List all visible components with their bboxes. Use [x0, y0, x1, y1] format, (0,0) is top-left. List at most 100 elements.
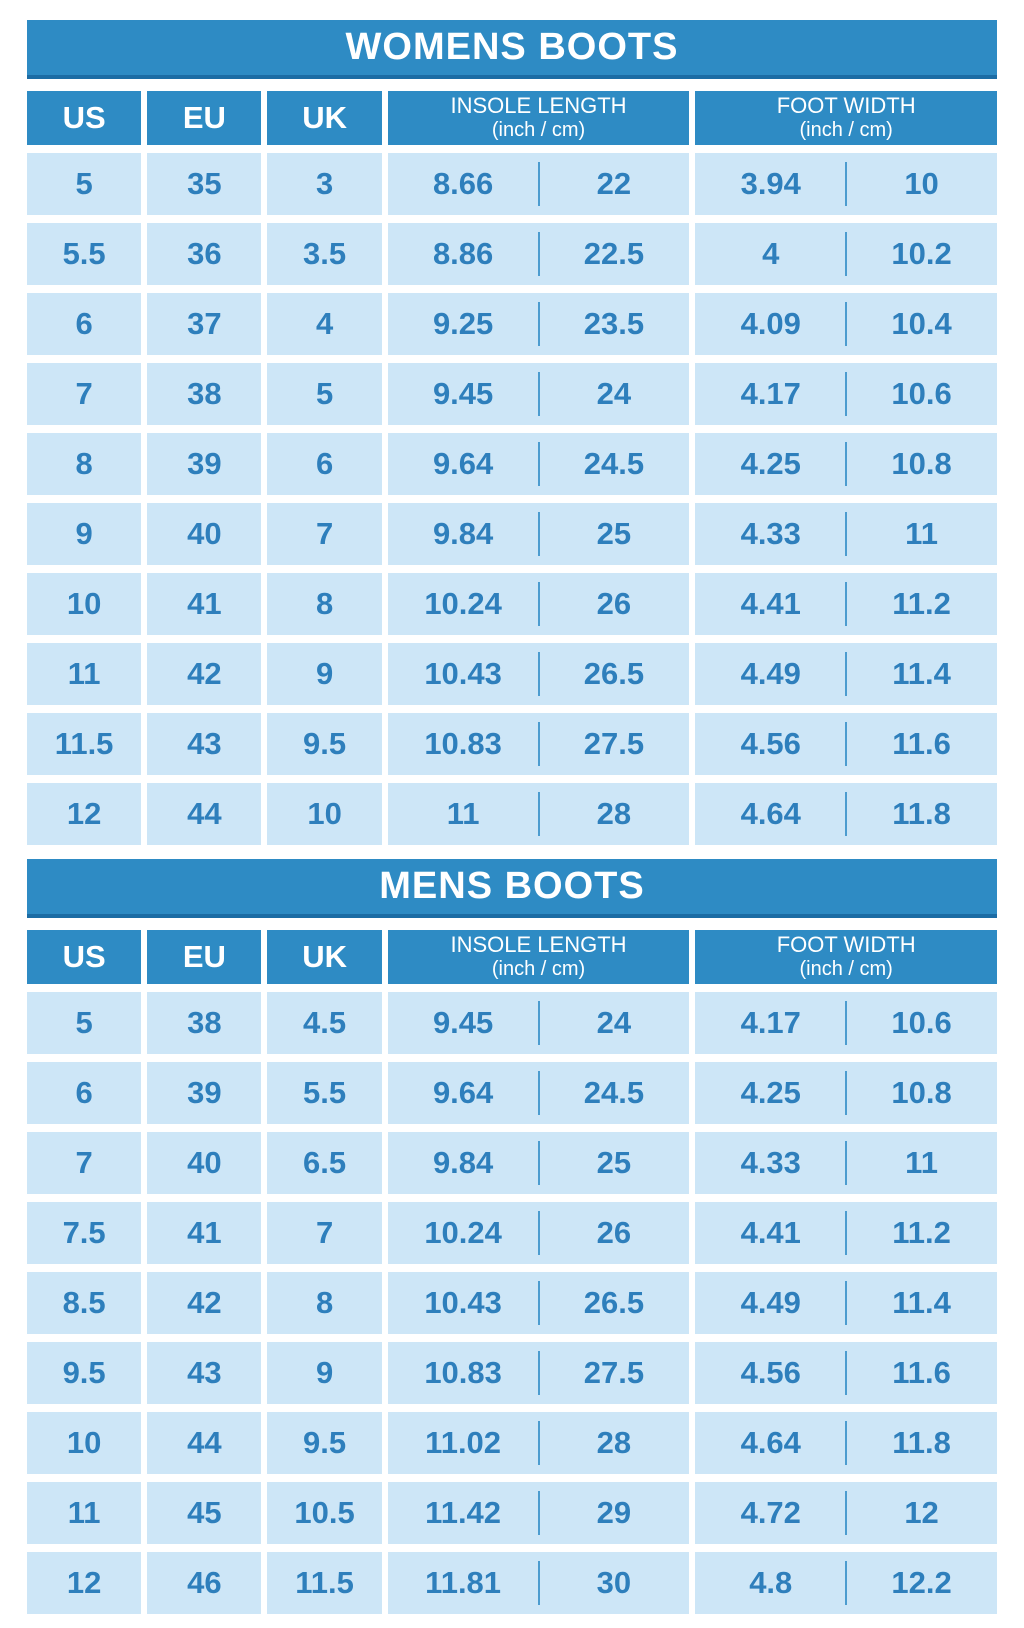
insole-inch-value: 9.64: [432, 1075, 494, 1110]
inch-cm-divider: [845, 1280, 848, 1326]
insole-length-cell: 9.45 24: [387, 992, 690, 1054]
insole-cm-value: 22: [596, 166, 632, 201]
insole-cm-value: 26: [596, 1215, 632, 1250]
table-row: 7 38 5 9.45 24 4.17 10.6: [27, 363, 997, 425]
foot-inch-value: 4.41: [740, 586, 801, 621]
inch-cm-divider: [537, 1140, 540, 1186]
insole-cm-value: 27.5: [583, 726, 645, 761]
table-row: 10 41 8 10.24 26 4.41 11.2: [27, 573, 997, 635]
insole-inch-value: 10.83: [424, 1355, 502, 1390]
insole-inch-value: 9.45: [432, 1005, 494, 1040]
foot-width-cell: 4.25 10.8: [695, 1062, 997, 1124]
insole-cm-value: 28: [596, 1425, 632, 1460]
foot-cm-value: 11.8: [892, 1425, 951, 1460]
foot-cm-value: 12.2: [891, 1565, 952, 1600]
us-size-cell: 11: [27, 643, 142, 705]
us-size-cell: 5: [27, 153, 142, 215]
uk-size-cell: 7: [267, 1202, 382, 1264]
insole-length-cell: 9.25 23.5: [387, 293, 690, 355]
foot-inch-value: 4.49: [740, 656, 801, 691]
foot-width-cell: 3.94 10: [695, 153, 997, 215]
uk-size-cell: 9: [267, 643, 382, 705]
mens-boots-table: MENS BOOTS US EU UK INSOLE LENGTH (inch …: [27, 859, 997, 1614]
table-row: 9 40 7 9.84 25 4.33 11: [27, 503, 997, 565]
insole-length-cell: 10.24 26: [387, 1202, 690, 1264]
table-row: 7.5 41 7 10.24 26 4.41 11.2: [27, 1202, 997, 1264]
foot-inch-value: 4.09: [740, 306, 801, 341]
eu-size-cell: 46: [147, 1552, 262, 1614]
inch-cm-divider: [845, 161, 848, 207]
insole-cm-value: 29: [596, 1495, 632, 1530]
foot-inch-value: 4.17: [740, 1005, 801, 1040]
foot-cm-value: 11.6: [892, 1355, 951, 1390]
insole-cm-value: 24.5: [583, 446, 645, 481]
foot-width-cell: 4.64 11.8: [695, 783, 997, 845]
uk-size-cell: 8: [267, 573, 382, 635]
foot-inch-value: 4.56: [740, 726, 801, 761]
uk-size-cell: 5: [267, 363, 382, 425]
insole-inch-value: 10.24: [424, 1215, 502, 1250]
foot-width-cell: 4 10.2: [695, 223, 997, 285]
foot-cm-value: 10: [904, 166, 939, 201]
foot-width-cell: 4.33 11: [695, 503, 997, 565]
inch-cm-divider: [537, 651, 540, 697]
foot-inch-value: 4.64: [740, 1425, 801, 1460]
foot-width-cell: 4.49 11.4: [695, 643, 997, 705]
foot-inch-value: 4: [762, 236, 780, 271]
foot-inch-value: 4.72: [740, 1495, 801, 1530]
insole-length-cell: 11 28: [387, 783, 690, 845]
eu-size-cell: 42: [147, 1272, 262, 1334]
foot-width-cell: 4.25 10.8: [695, 433, 997, 495]
insole-length-cell: 8.66 22: [387, 153, 690, 215]
insole-inch-value: 11.42: [425, 1495, 502, 1530]
inch-cm-divider: [537, 161, 540, 207]
foot-width-cell: 4.33 11: [695, 1132, 997, 1194]
eu-size-cell: 43: [147, 713, 262, 775]
foot-cm-value: 11.2: [892, 1215, 951, 1250]
foot-cm-value: 11.2: [892, 586, 951, 621]
insole-cm-value: 26.5: [583, 656, 645, 691]
insole-inch-value: 11.02: [425, 1425, 502, 1460]
foot-width-cell: 4.17 10.6: [695, 363, 997, 425]
foot-cm-value: 10.6: [891, 376, 952, 411]
header-cell-eu: EU: [147, 91, 262, 145]
uk-size-cell: 4.5: [267, 992, 382, 1054]
table-body: 5 38 4.5 9.45 24 4.17 10.6 6 39 5.5 9.64…: [27, 992, 997, 1614]
inch-cm-divider: [845, 1560, 848, 1606]
us-size-cell: 7: [27, 1132, 142, 1194]
eu-size-cell: 39: [147, 1062, 262, 1124]
uk-size-cell: 10: [267, 783, 382, 845]
foot-inch-value: 4.33: [740, 1145, 801, 1180]
foot-width-units: (inch / cm): [799, 119, 893, 142]
womens-boots-table: WOMENS BOOTS US EU UK INSOLE LENGTH (inc…: [27, 20, 997, 845]
uk-size-cell: 3: [267, 153, 382, 215]
inch-cm-divider: [845, 721, 848, 767]
table-row: 9.5 43 9 10.83 27.5 4.56 11.6: [27, 1342, 997, 1404]
us-size-cell: 12: [27, 1552, 142, 1614]
insole-length-label: INSOLE LENGTH: [450, 93, 627, 119]
inch-cm-divider: [845, 1490, 848, 1536]
foot-cm-value: 11.4: [892, 656, 951, 691]
header-cell-insole-length: INSOLE LENGTH (inch / cm): [387, 91, 690, 145]
insole-length-cell: 10.43 26.5: [387, 1272, 690, 1334]
table-title-text: MENS BOOTS: [379, 865, 645, 907]
uk-size-cell: 9.5: [267, 1412, 382, 1474]
us-size-cell: 5: [27, 992, 142, 1054]
insole-length-cell: 11.02 28: [387, 1412, 690, 1474]
foot-cm-value: 10.8: [891, 1075, 952, 1110]
eu-size-cell: 45: [147, 1482, 262, 1544]
insole-length-cell: 9.45 24: [387, 363, 690, 425]
insole-length-cell: 11.42 29: [387, 1482, 690, 1544]
inch-cm-divider: [537, 231, 540, 277]
inch-cm-divider: [845, 441, 848, 487]
inch-cm-divider: [845, 1070, 848, 1116]
eu-size-cell: 36: [147, 223, 262, 285]
eu-size-cell: 38: [147, 992, 262, 1054]
inch-cm-divider: [845, 1140, 848, 1186]
insole-cm-value: 22.5: [583, 236, 645, 271]
eu-size-cell: 43: [147, 1342, 262, 1404]
table-title: MENS BOOTS: [27, 859, 997, 918]
table-row: 11.5 43 9.5 10.83 27.5 4.56 11.6: [27, 713, 997, 775]
table-row: 5.5 36 3.5 8.86 22.5 4 10.2: [27, 223, 997, 285]
